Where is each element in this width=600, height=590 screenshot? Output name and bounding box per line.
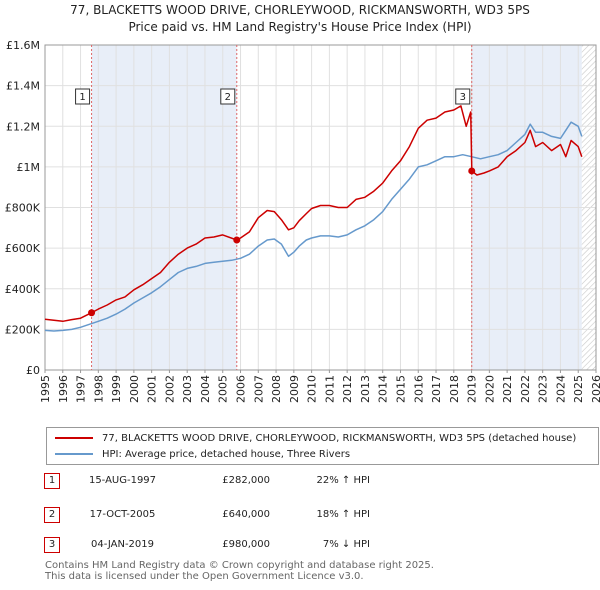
x-tick-label: 2010 (306, 375, 319, 403)
x-tick-label: 2012 (341, 375, 354, 403)
sale-marker-box (75, 88, 91, 105)
footer-licence: This data is licensed under the Open Gov… (45, 571, 364, 582)
sale-row: 3 04-JAN-2019 £980,000 7% ↓ HPI (0, 534, 600, 554)
chart-title-block: 77, BLACKETTS WOOD DRIVE, CHORLEYWOOD, R… (0, 2, 600, 36)
hpi-line (44, 121, 583, 332)
x-tick-label: 1996 (57, 375, 70, 403)
legend-label-hpi: HPI: Average price, detached house, Thre… (102, 448, 351, 460)
x-tick-label: 2009 (288, 375, 301, 403)
x-tick-label: 2021 (501, 375, 514, 403)
legend-swatch-hpi (55, 453, 93, 455)
x-tick-label: 2001 (146, 375, 159, 403)
sale-price: £640,000 (222, 509, 270, 520)
x-tick-label: 2004 (199, 375, 212, 403)
x-tick-label: 2024 (554, 375, 567, 403)
sale-marker-label: 3 (460, 92, 466, 103)
x-tick-label: 2006 (235, 375, 248, 403)
x-tick-label: 2011 (323, 375, 336, 403)
chart-subtitle: Price paid vs. HM Land Registry's House … (128, 20, 472, 34)
sale-date: 17-OCT-2005 (89, 509, 156, 520)
x-tick-label: 2005 (217, 375, 230, 403)
y-tick-label: £1M (17, 161, 41, 174)
x-tick-label: 2022 (519, 375, 532, 403)
sale-hpi-diff: 22% ↑ HPI (316, 475, 370, 486)
chart-title: 77, BLACKETTS WOOD DRIVE, CHORLEYWOOD, R… (70, 3, 530, 17)
x-tick-label: 2000 (128, 375, 141, 403)
x-tick-label: 2003 (181, 375, 194, 403)
legend-label-property: 77, BLACKETTS WOOD DRIVE, CHORLEYWOOD, R… (102, 432, 577, 444)
y-tick-label: £800K (5, 202, 41, 215)
sale-price: £282,000 (222, 475, 270, 486)
sale-marker-label: 1 (79, 92, 85, 103)
y-tick-label: £1.4M (6, 80, 40, 93)
x-tick-label: 2015 (394, 375, 407, 403)
x-tick-label: 2007 (252, 375, 265, 403)
x-tick-label: 2016 (412, 375, 425, 403)
y-tick-label: £1.2M (6, 120, 40, 133)
legend-item-property: 77, BLACKETTS WOOD DRIVE, CHORLEYWOOD, R… (47, 430, 576, 446)
sale-date: 04-JAN-2019 (90, 539, 155, 550)
sale-marker-box (455, 88, 471, 105)
x-tick-label: 2018 (448, 375, 461, 403)
x-tick-label: 1997 (75, 375, 88, 403)
sale-hpi-diff: 7% ↓ HPI (322, 539, 370, 550)
sale-price: £980,000 (222, 539, 270, 550)
x-tick-label: 2017 (430, 375, 443, 403)
y-tick-label: £1.6M (6, 39, 40, 52)
x-tick-label: 2014 (377, 375, 390, 403)
sale-row: 2 17-OCT-2005 £640,000 18% ↑ HPI (0, 504, 600, 524)
x-tick-label: 2026 (590, 375, 600, 403)
x-tick-label: 1998 (92, 375, 105, 403)
sale-number-badge: 2 (44, 507, 60, 523)
footer-copyright: Contains HM Land Registry data © Crown c… (45, 560, 434, 571)
sale-number-badge: 3 (44, 537, 60, 553)
sale-hpi-diff: 18% ↑ HPI (316, 509, 370, 520)
y-tick-label: £0 (26, 364, 40, 377)
y-tick-label: £600K (5, 242, 41, 255)
y-tick-label: £400K (5, 283, 41, 296)
property-price-line (44, 105, 583, 323)
sale-row: 1 15-AUG-1997 £282,000 22% ↑ HPI (0, 470, 600, 490)
x-tick-label: 2013 (359, 375, 372, 403)
sale-number-badge: 1 (44, 473, 60, 489)
sale-point (468, 167, 476, 175)
x-tick-label: 2023 (537, 375, 550, 403)
sale-date: 15-AUG-1997 (88, 475, 157, 486)
sale-marker-box (220, 88, 236, 105)
x-tick-label: 1995 (39, 375, 52, 403)
sale-point (233, 236, 241, 244)
x-tick-label: 2020 (483, 375, 496, 403)
y-tick-label: £200K (5, 323, 41, 336)
x-tick-label: 2008 (270, 375, 283, 403)
sale-marker-label: 2 (225, 92, 231, 103)
legend-item-hpi: HPI: Average price, detached house, Thre… (47, 446, 350, 462)
footer: Contains HM Land Registry data © Crown c… (45, 560, 434, 582)
legend-swatch-property (55, 437, 93, 439)
x-tick-label: 2019 (466, 375, 479, 403)
legend: 77, BLACKETTS WOOD DRIVE, CHORLEYWOOD, R… (46, 427, 599, 465)
x-tick-label: 1999 (110, 375, 123, 403)
sale-point (88, 309, 96, 317)
x-tick-label: 2002 (163, 375, 176, 403)
plot-border (44, 44, 597, 371)
chart: £0 £200K £400K £600K £800K £1M £1.2M £1.4M £1.6M… (5, 39, 600, 403)
x-tick-label: 2025 (572, 375, 585, 403)
